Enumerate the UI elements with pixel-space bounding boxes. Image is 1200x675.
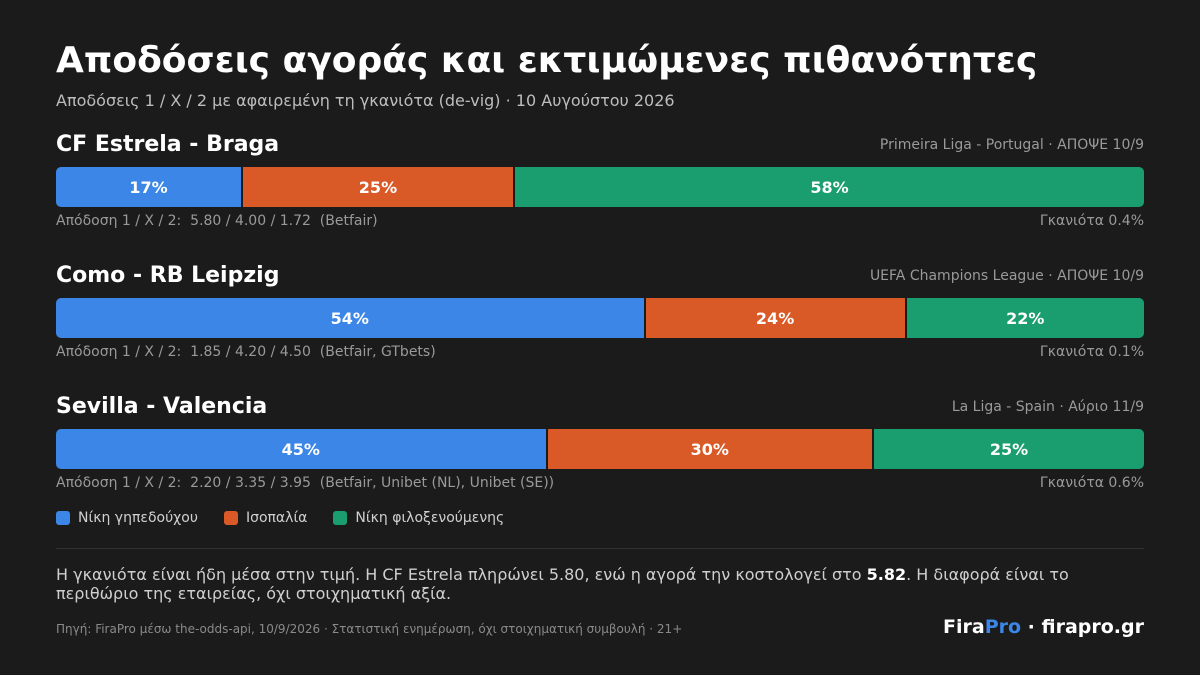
legend-swatch-draw <box>223 511 238 525</box>
legend-item-draw: Ισοπαλία <box>223 510 308 526</box>
match-block: CF Estrela - Braga Primeira Liga - Portug… <box>56 132 1144 242</box>
divider <box>56 548 1144 549</box>
brand-separator: · <box>1021 616 1042 638</box>
bar-label-home: 45% <box>281 439 320 459</box>
bar-segment-draw: 24% <box>643 298 905 338</box>
match-block: Como - RB Leipzig UEFA Champions League ·… <box>56 263 1144 373</box>
legend-swatch-home <box>56 511 70 525</box>
legend-label-away: Νίκη φιλοξενούμενης <box>355 510 505 526</box>
bar-label-draw: 25% <box>358 177 398 197</box>
legend: Νίκη γηπεδούχου Ισοπαλία Νίκη φιλοξενούμ… <box>56 510 504 526</box>
note-after: . Η διαφορά είναι το περιθώριο της εταιρ… <box>56 565 1069 603</box>
odds-line: Απόδοση 1 / X / 2: 2.20 / 3.35 / 3.95 (B… <box>56 475 555 491</box>
bar-label-draw: 30% <box>690 439 729 459</box>
page-title: Αποδόσεις αγοράς και εκτιμώμενες πιθανότ… <box>56 40 1038 81</box>
margin-text: Γκανιότα 0.4% <box>1039 213 1144 229</box>
chart-card: Αποδόσεις αγοράς και εκτιμώμενες πιθανότ… <box>56 0 1144 675</box>
legend-label-draw: Ισοπαλία <box>245 510 308 526</box>
match-name: Sevilla - Valencia <box>56 394 268 419</box>
match-league: La Liga - Spain · Αύριο 11/9 <box>951 399 1144 415</box>
probability-bar: 54% 24% 22% <box>56 298 1144 338</box>
match-league: UEFA Champions League · ΑΠΟΨΕ 10/9 <box>869 268 1144 284</box>
match-league: Primeira Liga - Portugal · ΑΠΟΨΕ 10/9 <box>879 137 1144 153</box>
odds-line: Απόδοση 1 / X / 2: 5.80 / 4.00 / 1.72 (B… <box>56 213 378 229</box>
bar-label-away: 25% <box>989 439 1029 459</box>
bar-label-home: 17% <box>129 177 168 197</box>
bar-segment-home: 17% <box>56 167 241 207</box>
bar-label-away: 58% <box>810 177 849 197</box>
legend-item-home: Νίκη γηπεδούχου <box>56 510 198 526</box>
bar-label-draw: 24% <box>755 308 795 328</box>
match-name: Como - RB Leipzig <box>56 263 280 288</box>
legend-swatch-away <box>333 511 348 525</box>
note-before: Η γκανιότα είναι ήδη μέσα στην τιμή. Η C… <box>56 565 867 584</box>
margin-text: Γκανιότα 0.6% <box>1039 475 1144 491</box>
odds-line: Απόδοση 1 / X / 2: 1.85 / 4.20 / 4.50 (B… <box>56 344 436 360</box>
match-block: Sevilla - Valencia La Liga - Spain · Αύρι… <box>56 394 1144 504</box>
brand-domain: firapro.gr <box>1041 616 1145 638</box>
probability-bar: 45% 30% 25% <box>56 429 1144 469</box>
legend-item-away: Νίκη φιλοξενούμενης <box>333 510 504 526</box>
bar-segment-draw: 30% <box>545 429 872 469</box>
note-bold-value: 5.82 <box>866 565 907 584</box>
bar-label-away: 22% <box>1006 308 1045 328</box>
brand-logo: FiraPro · firapro.gr <box>943 616 1144 638</box>
page-subtitle: Αποδόσεις 1 / X / 2 με αφαιρεμένη τη γκα… <box>56 91 675 110</box>
bar-segment-away: 25% <box>871 429 1144 469</box>
note-text: Η γκανιότα είναι ήδη μέσα στην τιμή. Η C… <box>56 565 1144 603</box>
bar-segment-home: 45% <box>56 429 546 469</box>
legend-label-home: Νίκη γηπεδούχου <box>78 510 198 526</box>
brand-pro: Pro <box>984 616 1022 638</box>
margin-text: Γκανιότα 0.1% <box>1039 344 1144 360</box>
bar-segment-home: 54% <box>56 298 644 338</box>
source-text: Πηγή: FiraPro μέσω the-odds-api, 10/9/20… <box>56 622 683 636</box>
bar-segment-away: 22% <box>904 298 1144 338</box>
match-name: CF Estrela - Braga <box>56 132 280 157</box>
bar-segment-draw: 25% <box>240 167 513 207</box>
bar-label-home: 54% <box>330 308 369 328</box>
bar-segment-away: 58% <box>512 167 1144 207</box>
probability-bar: 17% 25% 58% <box>56 167 1144 207</box>
brand-fira: Fira <box>943 616 985 638</box>
